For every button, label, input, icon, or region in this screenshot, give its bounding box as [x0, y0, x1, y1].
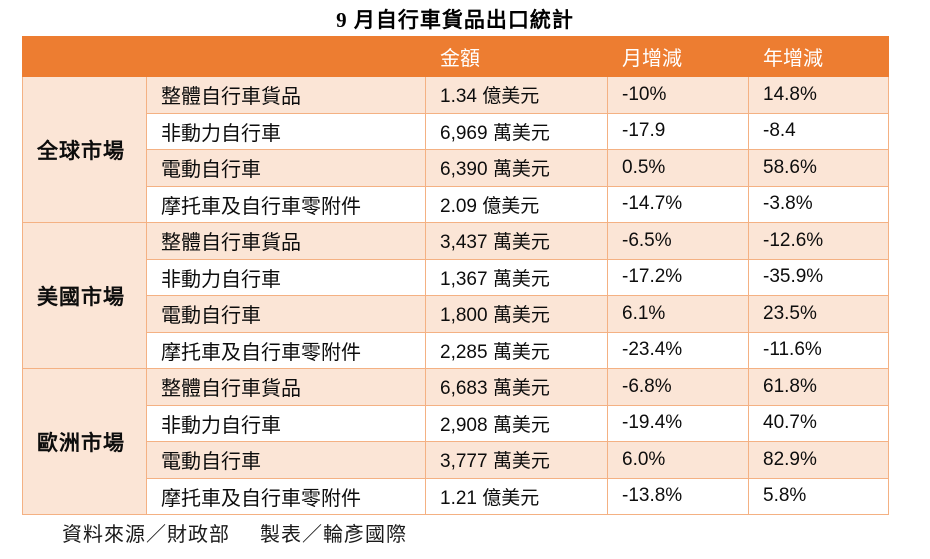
amount-cell: 2,285 萬美元	[425, 331, 608, 369]
market-cell-global: 全球市場	[22, 76, 147, 223]
amount-cell: 6,969 萬美元	[425, 112, 608, 150]
category-cell: 整體自行車貨品	[146, 76, 426, 114]
mom-cell: 0.5%	[607, 149, 749, 187]
category-cell: 整體自行車貨品	[146, 368, 426, 406]
yoy-cell: -12.6%	[748, 222, 889, 260]
table-row: 非動力自行車 6,969 萬美元 -17.9 -8.4	[23, 112, 889, 150]
table-row: 電動自行車 6,390 萬美元 0.5% 58.6%	[23, 149, 889, 187]
market-cell-europe: 歐洲市場	[22, 368, 147, 515]
table-row: 電動自行車 1,800 萬美元 6.1% 23.5%	[23, 295, 889, 333]
table-row: 摩托車及自行車零附件 1.21 億美元 -13.8% 5.8%	[23, 477, 889, 515]
category-cell: 摩托車及自行車零附件	[146, 477, 426, 515]
table-row: 電動自行車 3,777 萬美元 6.0% 82.9%	[23, 441, 889, 479]
table-row: 美國市場 整體自行車貨品 3,437 萬美元 -6.5% -12.6%	[22, 222, 889, 369]
amount-cell: 2,908 萬美元	[425, 404, 608, 442]
yoy-cell: -35.9%	[748, 258, 889, 296]
mom-cell: 6.0%	[607, 441, 749, 479]
yoy-cell: -8.4	[748, 112, 889, 150]
table-header: 金額 月增減 年增減	[22, 36, 889, 77]
export-stats-table: 金額 月增減 年增減 全球市場 整體自行車貨品 1.34 億美元 -10% 14…	[22, 36, 889, 515]
yoy-cell: 5.8%	[748, 477, 889, 515]
yoy-cell: 58.6%	[748, 149, 889, 187]
header-mom: 月增減	[607, 36, 749, 77]
amount-cell: 1.21 億美元	[425, 477, 608, 515]
table-row: 全球市場 整體自行車貨品 1.34 億美元 -10% 14.8%	[22, 76, 889, 223]
market-cell-us: 美國市場	[22, 222, 147, 369]
amount-cell: 2.09 億美元	[425, 185, 608, 223]
table-row: 摩托車及自行車零附件 2,285 萬美元 -23.4% -11.6%	[23, 331, 889, 369]
mom-cell: 6.1%	[607, 295, 749, 333]
table-row: 非動力自行車 2,908 萬美元 -19.4% 40.7%	[23, 404, 889, 442]
category-cell: 摩托車及自行車零附件	[146, 185, 426, 223]
amount-cell: 6,683 萬美元	[425, 368, 608, 406]
amount-cell: 3,777 萬美元	[425, 441, 608, 479]
category-cell: 電動自行車	[146, 149, 426, 187]
yoy-cell: -11.6%	[748, 331, 889, 369]
amount-cell: 6,390 萬美元	[425, 149, 608, 187]
data-source-text: 資料來源／財政部	[62, 524, 230, 546]
category-cell: 非動力自行車	[146, 258, 426, 296]
table-row: 歐洲市場 整體自行車貨品 6,683 萬美元 -6.8% 61.8%	[22, 368, 889, 515]
category-cell: 非動力自行車	[146, 112, 426, 150]
category-cell: 非動力自行車	[146, 404, 426, 442]
amount-cell: 3,437 萬美元	[425, 222, 608, 260]
amount-cell: 1,800 萬美元	[425, 295, 608, 333]
yoy-cell: 61.8%	[748, 368, 889, 406]
category-cell: 摩托車及自行車零附件	[146, 331, 426, 369]
category-cell: 整體自行車貨品	[146, 222, 426, 260]
footer-credits: 資料來源／財政部 製表／輪彥國際	[62, 518, 407, 547]
mom-cell: -17.2%	[607, 258, 749, 296]
table-row: 非動力自行車 1,367 萬美元 -17.2% -35.9%	[23, 258, 889, 296]
header-amount: 金額	[425, 36, 608, 77]
yoy-cell: 23.5%	[748, 295, 889, 333]
yoy-cell: 82.9%	[748, 441, 889, 479]
mom-cell: -6.8%	[607, 368, 749, 406]
yoy-cell: -3.8%	[748, 185, 889, 223]
mom-cell: -6.5%	[607, 222, 749, 260]
category-cell: 電動自行車	[146, 441, 426, 479]
mom-cell: -23.4%	[607, 331, 749, 369]
header-market-blank	[22, 36, 147, 77]
mom-cell: -14.7%	[607, 185, 749, 223]
amount-cell: 1.34 億美元	[425, 76, 608, 114]
table-row: 摩托車及自行車零附件 2.09 億美元 -14.7% -3.8%	[23, 185, 889, 223]
mom-cell: -10%	[607, 76, 749, 114]
amount-cell: 1,367 萬美元	[425, 258, 608, 296]
category-cell: 電動自行車	[146, 295, 426, 333]
header-category-blank	[146, 36, 426, 77]
yoy-cell: 40.7%	[748, 404, 889, 442]
header-row: 金額 月增減 年增減	[22, 36, 889, 77]
mom-cell: -13.8%	[607, 477, 749, 515]
page-title: 9 月自行車貨品出口統計	[336, 8, 574, 32]
mom-cell: -19.4%	[607, 404, 749, 442]
mom-cell: -17.9	[607, 112, 749, 150]
yoy-cell: 14.8%	[748, 76, 889, 114]
header-yoy: 年增減	[748, 36, 889, 77]
table-credit-text: 製表／輪彥國際	[260, 524, 407, 546]
